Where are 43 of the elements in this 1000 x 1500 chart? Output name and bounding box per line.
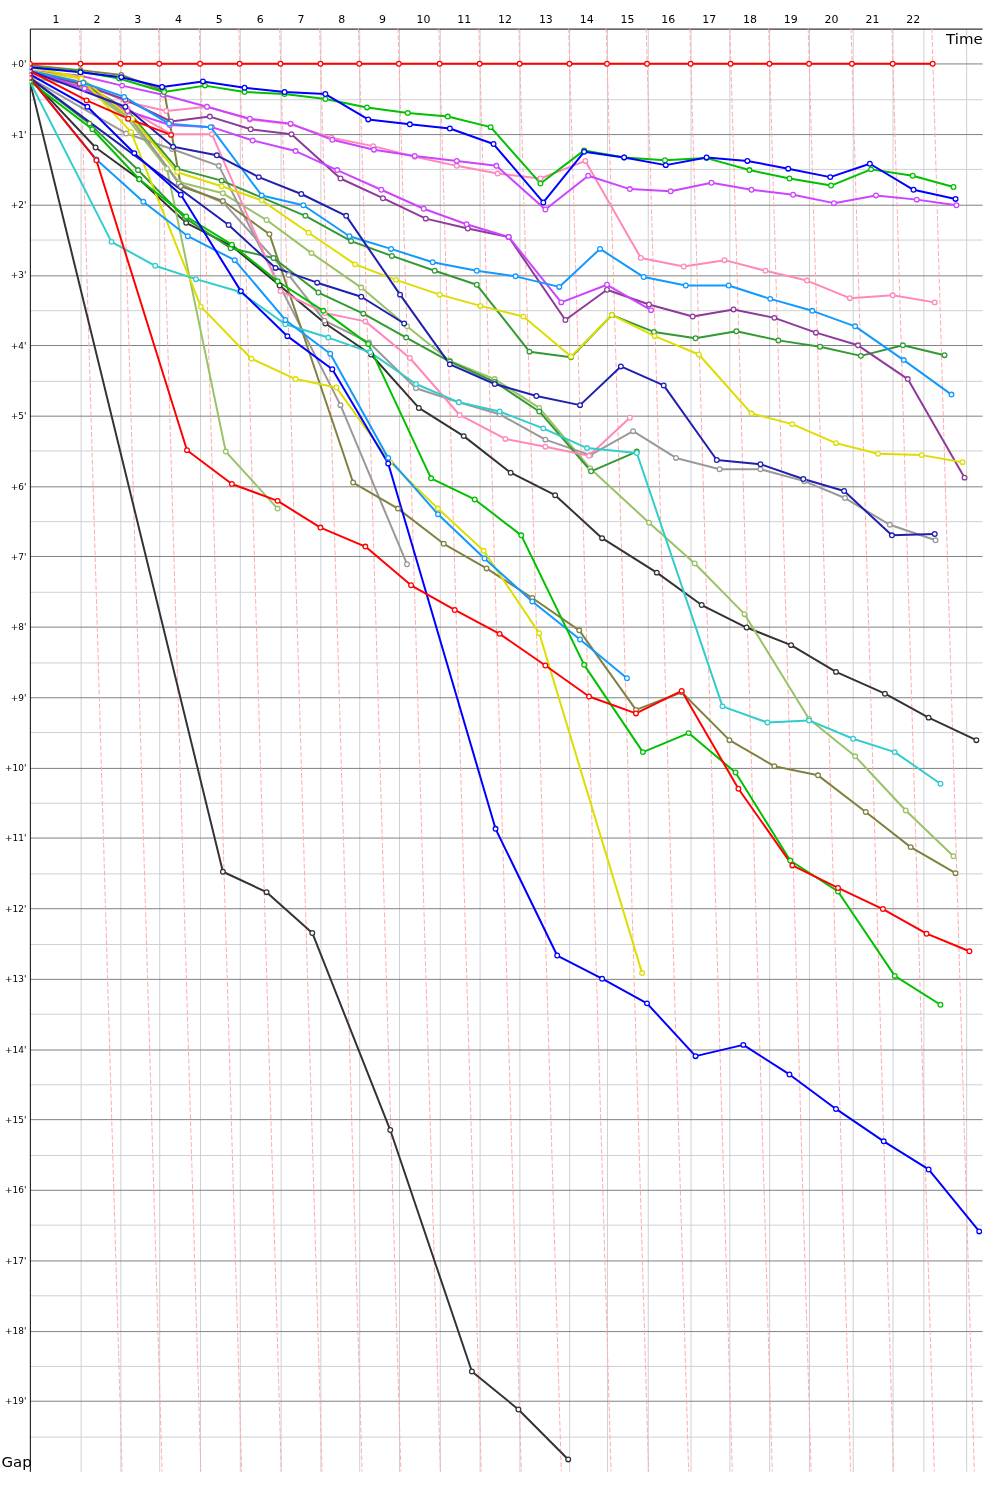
y-tick-label: +9': [10, 692, 27, 703]
x-tick-label: 11: [457, 13, 472, 27]
x-tick-label: 19: [783, 13, 798, 27]
x-tick-label: 7: [297, 13, 305, 27]
y-tick-label: +2': [10, 200, 27, 211]
x-tick-label: 2: [93, 13, 101, 27]
y-tick-label: +8': [10, 622, 27, 633]
x-tick-label: 12: [498, 13, 512, 27]
x-tick-label: 5: [215, 13, 223, 27]
x-tick-label: 3: [134, 13, 142, 27]
y-tick-label: +17': [5, 1255, 27, 1266]
x-tick-label: 9: [379, 13, 387, 27]
y-tick-label: +16': [5, 1185, 27, 1196]
x-tick-label: 14: [579, 13, 594, 27]
y-tick-label: +15': [5, 1114, 27, 1125]
x-tick-label: 1: [52, 13, 60, 27]
y-tick-label: +7': [10, 551, 27, 562]
x-tick-label: 22: [906, 13, 921, 27]
y-tick-label: +1': [10, 129, 27, 140]
x-tick-label: 10: [416, 13, 431, 27]
x-tick-label: 4: [175, 13, 183, 27]
y-tick-label: +5': [10, 411, 27, 422]
y-tick-label: +12': [5, 903, 27, 914]
y-tick-label: +3': [10, 270, 27, 281]
y-tick-label: +0': [10, 59, 27, 70]
y-tick-label: +19': [5, 1396, 27, 1407]
x-tick-label: 18: [742, 13, 757, 27]
y-tick-label: +13': [5, 974, 27, 985]
x-tick-label: 13: [538, 13, 553, 27]
x-tick-label: 15: [620, 13, 635, 27]
x-tick-label: 17: [702, 13, 717, 27]
y-tick-label: +18': [5, 1326, 27, 1337]
x-tick-label: 20: [824, 13, 839, 27]
y-tick-label: +6': [10, 481, 27, 492]
y-tick-label: +4': [10, 340, 27, 351]
y-tick-label: +11': [5, 833, 27, 844]
x-axis-title: Time: [945, 30, 983, 49]
x-tick-label: 6: [256, 13, 264, 27]
x-tick-label: 8: [338, 13, 346, 27]
y-tick-label: +14': [5, 1044, 27, 1055]
x-tick-label: 21: [865, 13, 880, 27]
x-tick-label: 16: [661, 13, 676, 27]
y-tick-label: +10': [5, 763, 27, 774]
